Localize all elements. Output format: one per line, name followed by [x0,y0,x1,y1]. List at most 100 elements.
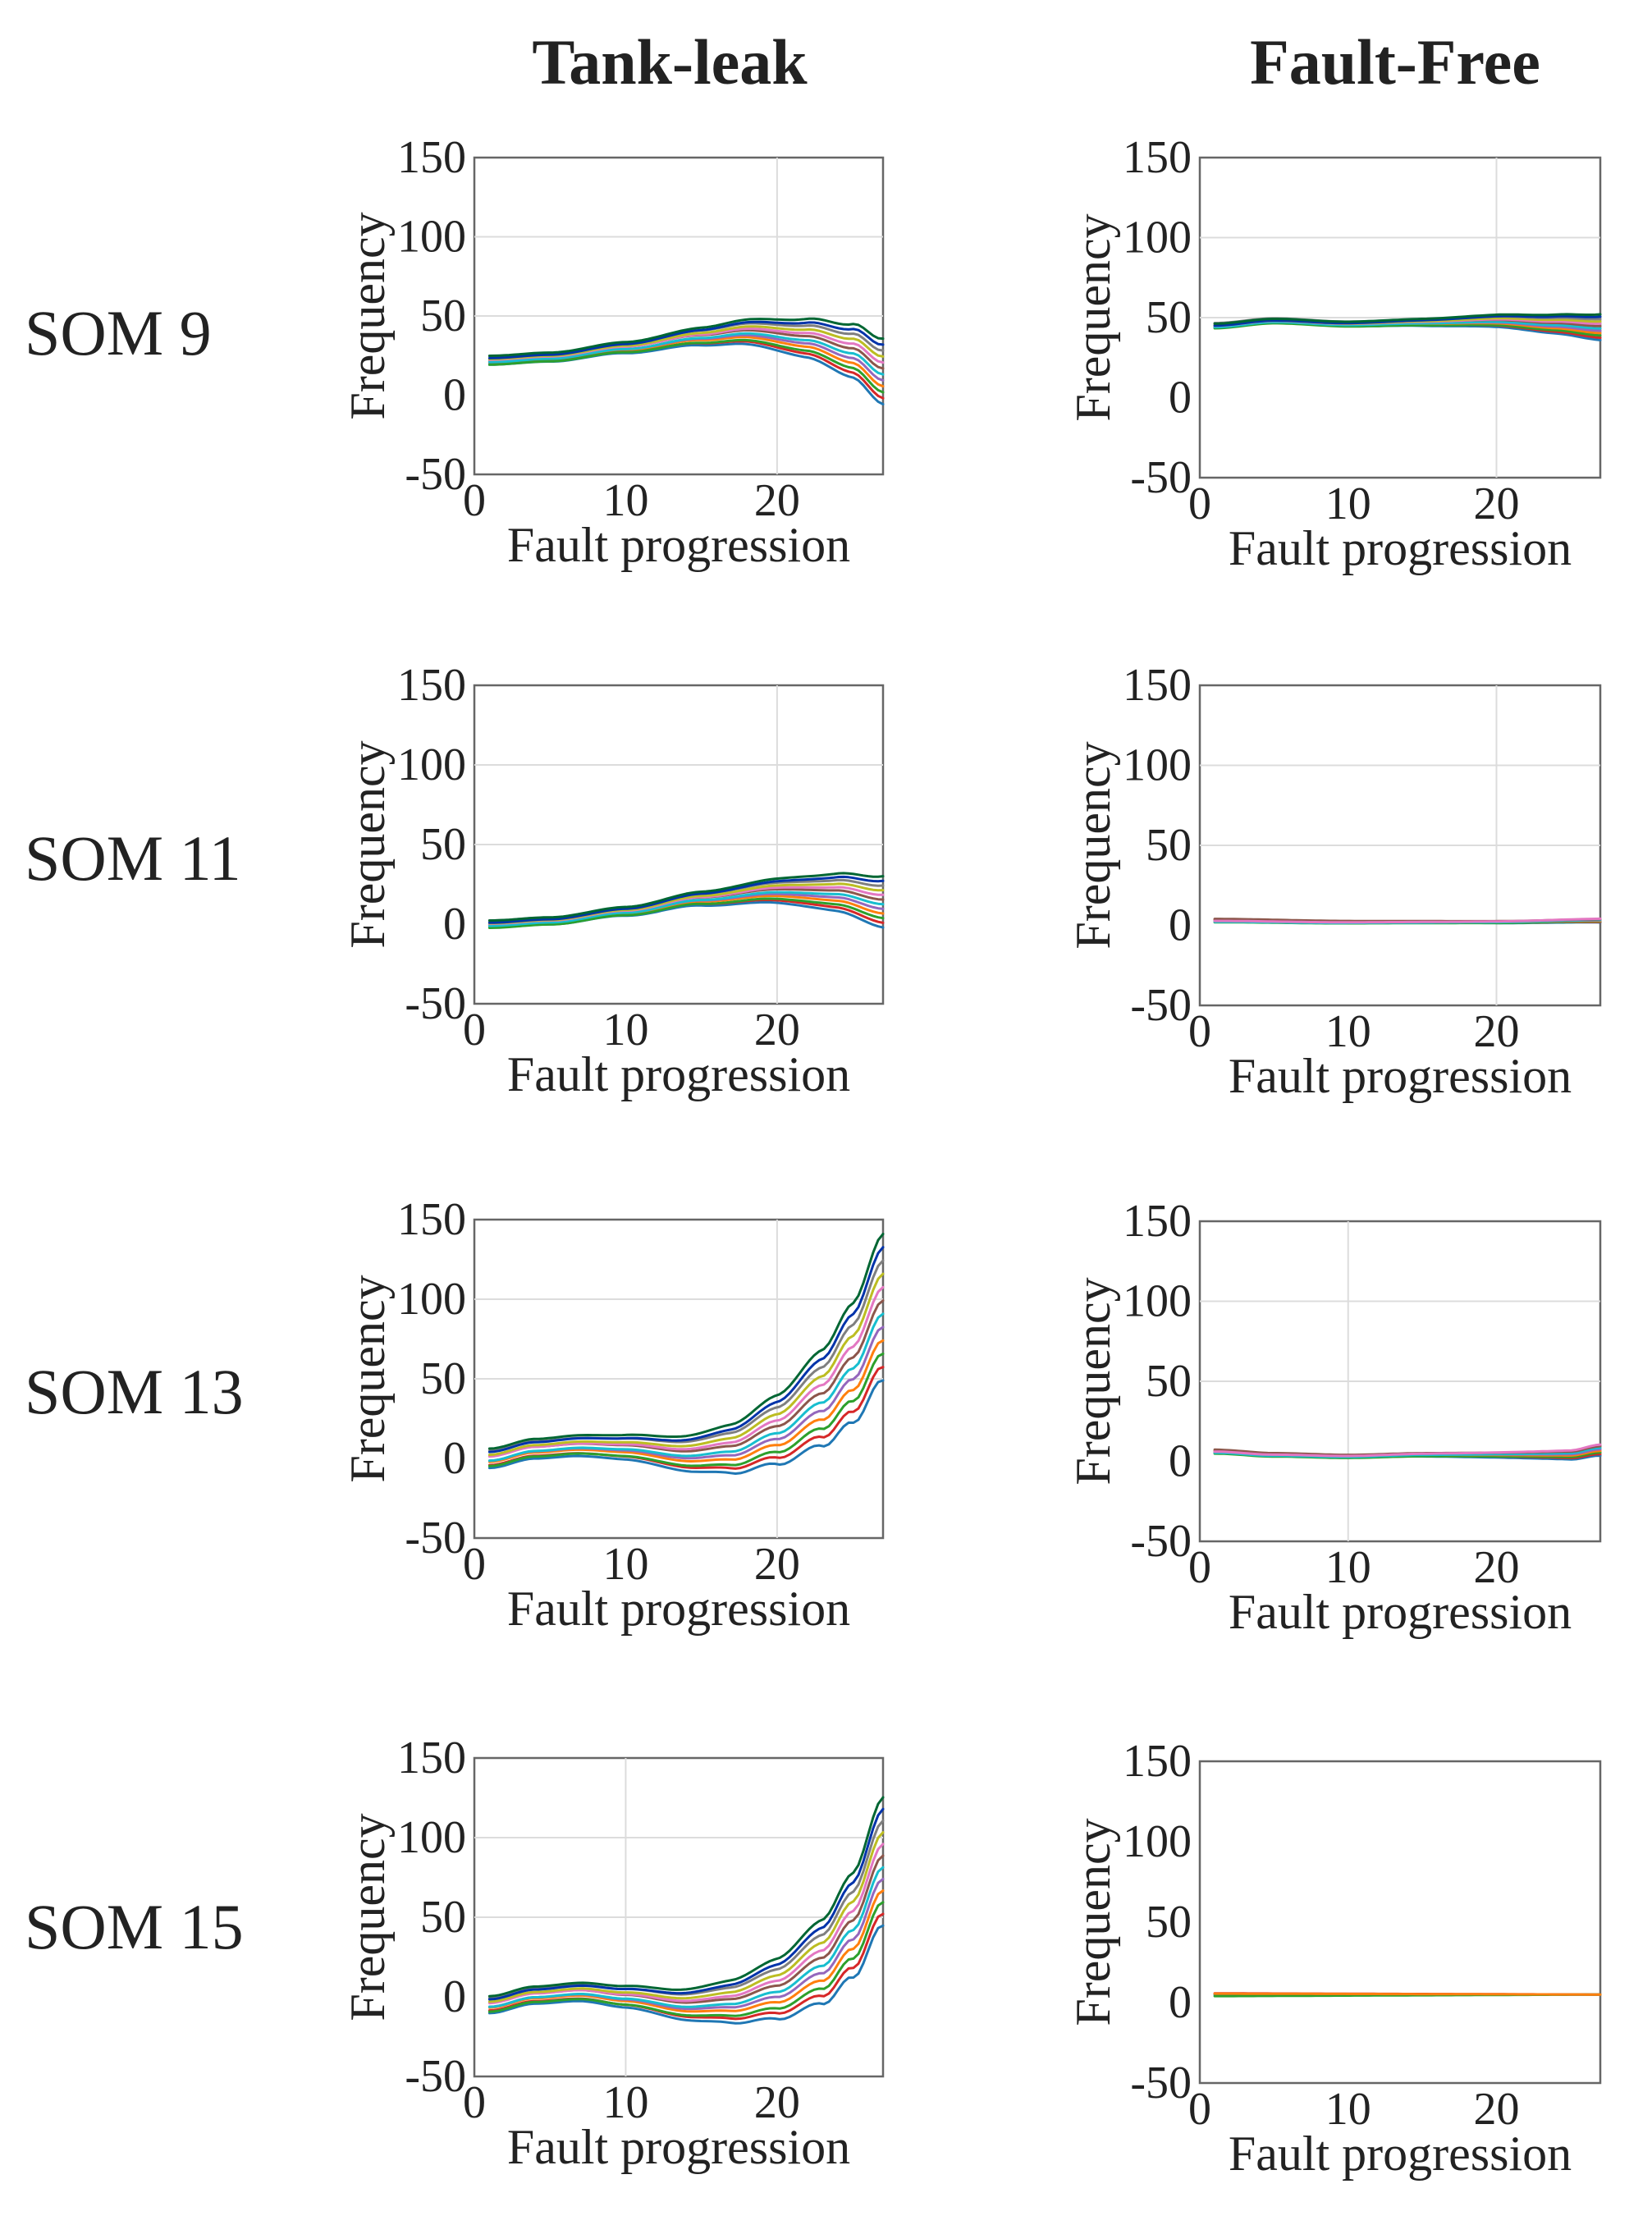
column-title-tank-leak: Tank-leak [532,26,808,98]
y-tick-label: 0 [443,1433,466,1484]
y-axis-label: Frequency [1066,213,1120,421]
series-line [487,1379,885,1475]
x-tick-label: 0 [1188,1006,1211,1057]
x-axis-label: Fault progression [507,518,850,572]
y-tick-label: -50 [1130,2058,1192,2108]
series-line [487,1272,885,1457]
x-tick-label: 10 [1325,2084,1371,2135]
y-tick-label: 0 [1169,900,1192,951]
y-tick-label: 50 [1146,1356,1192,1407]
y-tick-label: -50 [405,449,466,500]
series-line [487,875,885,924]
series-line [487,332,885,376]
y-tick-label: 150 [397,1194,466,1245]
x-tick-label: 20 [1473,1006,1519,1057]
series-line [1213,917,1602,924]
y-tick-label: 50 [1146,820,1192,871]
series-line [487,1339,885,1463]
series-line [487,1353,885,1467]
y-tick-label: 150 [397,660,466,711]
x-tick-label: 10 [1325,478,1371,529]
y-tick-label: 100 [397,1274,466,1325]
series-line [487,1312,885,1463]
y-axis-label: Frequency [341,740,395,948]
y-tick-label: 100 [397,1812,466,1863]
series-line [487,338,885,394]
y-tick-label: 50 [420,1353,466,1404]
y-tick-label: -50 [1130,980,1192,1031]
y-tick-label: -50 [1130,1516,1192,1567]
x-tick-label: 20 [754,475,800,526]
plot-frame [1198,1760,1602,2085]
series-line [487,897,885,929]
row-label-som11: SOM 11 [25,822,241,894]
y-tick-label: 150 [1123,1196,1192,1247]
x-axis-label: Fault progression [1229,1049,1572,1103]
y-tick-label: 100 [1123,1276,1192,1327]
y-tick-label: 100 [1123,1816,1192,1867]
x-tick-label: 10 [602,2077,648,2128]
x-tick-label: 0 [463,2077,486,2128]
y-tick-label: -50 [405,978,466,1029]
series-line [487,317,885,357]
x-tick-label: 0 [463,1005,486,1055]
x-tick-label: 10 [1325,1542,1371,1593]
y-tick-label: 150 [1123,1736,1192,1787]
y-axis-label: Frequency [1066,1818,1120,2026]
row-label-som13: SOM 13 [25,1356,244,1427]
series-line [487,872,885,923]
x-tick-label: 0 [463,475,486,526]
y-tick-label: 100 [397,212,466,263]
y-tick-label: 50 [1146,292,1192,343]
y-tick-label: 0 [1169,1436,1192,1487]
y-axis-label: Frequency [1066,1277,1120,1485]
x-axis-label: Fault progression [1229,2127,1572,2181]
x-tick-label: 10 [602,1005,648,1055]
y-tick-label: 150 [1123,660,1192,711]
series-line [487,1866,885,2008]
x-tick-label: 20 [754,1005,800,1055]
y-tick-label: 0 [1169,1977,1192,2028]
x-tick-label: 20 [1473,2084,1519,2135]
y-tick-label: 150 [397,132,466,183]
x-axis-label: Fault progression [1229,1585,1572,1639]
y-axis-label: Frequency [341,212,395,419]
y-tick-label: 50 [1146,1897,1192,1948]
y-tick-label: 0 [1169,373,1192,423]
column-title-fault-free: Fault-Free [1250,26,1540,98]
y-axis-label: Frequency [1066,741,1120,949]
x-tick-label: 0 [463,1539,486,1590]
y-tick-label: 100 [1123,740,1192,791]
series-line [487,1246,885,1454]
row-label-som9: SOM 9 [25,297,212,369]
y-tick-label: 100 [397,739,466,790]
x-axis-label: Fault progression [507,1582,850,1636]
series-line [487,1807,885,2001]
x-tick-label: 20 [754,1539,800,1590]
y-tick-label: 50 [420,1892,466,1943]
x-tick-label: 10 [602,1539,648,1590]
series-line [487,1831,885,2003]
series-line [487,320,885,359]
x-axis-label: Fault progression [1229,521,1572,575]
y-tick-label: 50 [420,291,466,341]
y-tick-label: -50 [405,2051,466,2102]
y-axis-label: Frequency [341,1275,395,1482]
series-line [487,890,885,927]
x-tick-label: 10 [1325,1006,1371,1057]
row-label-som15: SOM 15 [25,1891,244,1962]
y-tick-label: 150 [397,1733,466,1783]
y-tick-label: -50 [405,1513,466,1563]
series-line [487,1924,885,2025]
y-axis-label: Frequency [341,1813,395,2021]
x-axis-label: Fault progression [507,1047,850,1101]
